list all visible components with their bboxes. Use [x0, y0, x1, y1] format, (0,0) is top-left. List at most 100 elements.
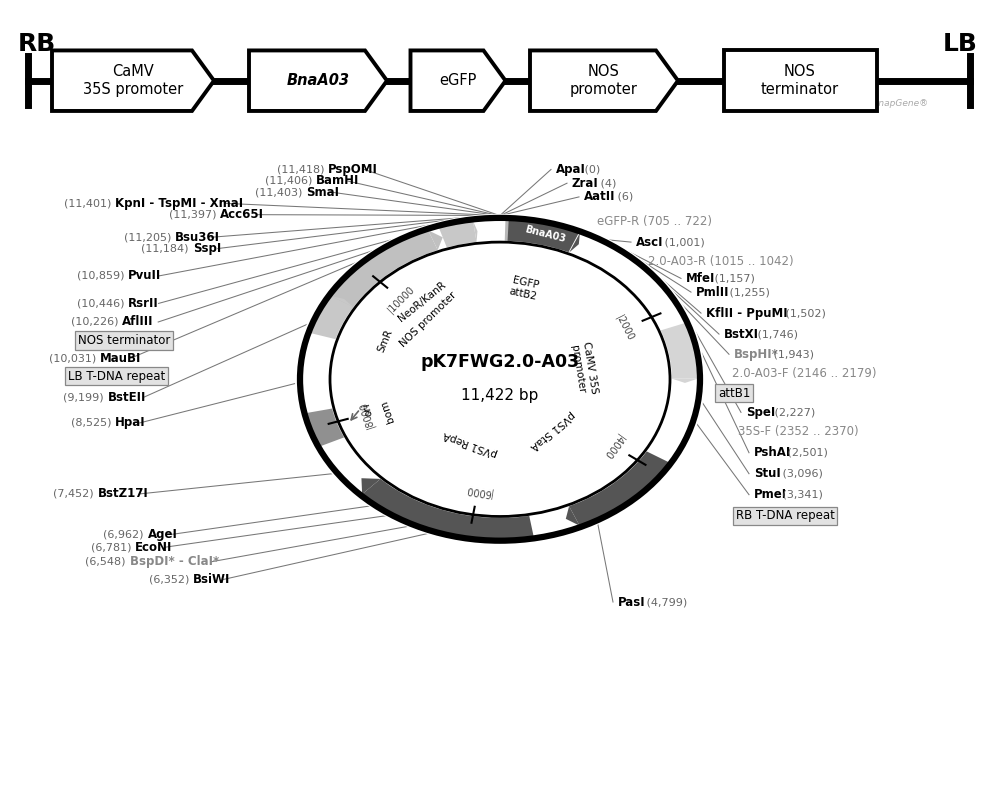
- Text: (11,401): (11,401): [64, 199, 111, 208]
- Text: PvuII: PvuII: [128, 270, 161, 282]
- Text: 2.0-A03-R (1015 .. 1042): 2.0-A03-R (1015 .. 1042): [648, 255, 794, 268]
- Text: 11,422 bp: 11,422 bp: [461, 388, 539, 403]
- Bar: [724, 50, 876, 111]
- Text: (9,199): (9,199): [63, 392, 104, 402]
- Polygon shape: [310, 296, 353, 339]
- Text: BamHI: BamHI: [316, 174, 359, 187]
- Text: BsiWI: BsiWI: [193, 573, 230, 586]
- Text: MfeI: MfeI: [686, 272, 715, 285]
- Text: eGFP: eGFP: [439, 73, 477, 88]
- Text: pVS1 RepA: pVS1 RepA: [442, 429, 499, 458]
- Text: BnaA03: BnaA03: [287, 73, 350, 88]
- Text: PshAI: PshAI: [754, 446, 791, 459]
- Text: MauBI: MauBI: [100, 352, 141, 365]
- Polygon shape: [569, 451, 669, 525]
- Text: (7,452): (7,452): [53, 489, 94, 499]
- Text: eGFP-R (705 .. 722): eGFP-R (705 .. 722): [597, 215, 712, 228]
- Polygon shape: [566, 506, 580, 525]
- Polygon shape: [306, 408, 344, 446]
- Text: SpeI: SpeI: [746, 406, 775, 419]
- Text: pVS1 StaA: pVS1 StaA: [528, 408, 576, 451]
- Text: PmlII: PmlII: [696, 286, 730, 299]
- Text: BstEII: BstEII: [108, 391, 146, 404]
- Text: BstZ17I: BstZ17I: [98, 487, 149, 500]
- Text: EGFP
attB2: EGFP attB2: [508, 274, 541, 302]
- Text: 35S-F (2352 .. 2370): 35S-F (2352 .. 2370): [738, 425, 859, 438]
- Text: (6,352): (6,352): [149, 575, 189, 584]
- Text: StuI: StuI: [754, 467, 781, 480]
- Text: ZraI: ZraI: [572, 177, 599, 190]
- Text: (1,746): (1,746): [755, 329, 798, 339]
- Text: |6000: |6000: [463, 483, 492, 498]
- Text: (2,227): (2,227): [771, 408, 815, 417]
- Text: ApaI: ApaI: [556, 163, 586, 176]
- Text: CaMV 35S
promoter: CaMV 35S promoter: [569, 341, 599, 396]
- Text: BspDI* - ClaI*: BspDI* - ClaI*: [130, 555, 219, 568]
- Text: (4): (4): [597, 178, 616, 188]
- Text: (11,418): (11,418): [276, 165, 324, 174]
- Text: Acc65I: Acc65I: [220, 208, 264, 221]
- Circle shape: [295, 214, 705, 545]
- Polygon shape: [439, 221, 477, 248]
- Text: attB1: attB1: [718, 387, 750, 399]
- Polygon shape: [327, 230, 438, 312]
- Polygon shape: [428, 230, 443, 250]
- Text: |10000: |10000: [386, 283, 417, 315]
- Text: (10,859): (10,859): [76, 271, 124, 281]
- Polygon shape: [362, 479, 534, 539]
- Text: PasI: PasI: [618, 596, 646, 608]
- Text: AscI: AscI: [636, 236, 664, 249]
- Text: (11,403): (11,403): [255, 187, 302, 197]
- Text: bom: bom: [379, 398, 396, 424]
- Text: (11,205): (11,205): [124, 232, 171, 242]
- Text: AatII: AatII: [584, 190, 616, 203]
- Polygon shape: [249, 50, 387, 111]
- Text: (6,962): (6,962): [104, 529, 144, 539]
- Text: EcoNI: EcoNI: [135, 541, 172, 554]
- Polygon shape: [411, 50, 506, 111]
- Text: Bsu36I: Bsu36I: [175, 231, 220, 244]
- Polygon shape: [52, 50, 214, 111]
- Polygon shape: [672, 378, 698, 383]
- Text: (1,943): (1,943): [770, 349, 814, 359]
- Text: (4,799): (4,799): [643, 597, 687, 607]
- Text: NOS terminator: NOS terminator: [78, 334, 170, 347]
- Text: AflIII: AflIII: [122, 316, 154, 328]
- Text: SmR: SmR: [376, 328, 395, 353]
- Text: (1,502): (1,502): [782, 308, 826, 318]
- Text: HpaI: HpaI: [115, 416, 146, 429]
- Polygon shape: [530, 50, 678, 111]
- Text: (2,501): (2,501): [784, 448, 828, 458]
- Text: (0): (0): [581, 165, 600, 174]
- Text: (6): (6): [614, 192, 634, 202]
- Polygon shape: [661, 323, 698, 378]
- Text: (11,397): (11,397): [168, 210, 216, 220]
- Polygon shape: [505, 220, 571, 250]
- Text: (3,096): (3,096): [779, 469, 823, 479]
- Text: (1,255): (1,255): [726, 287, 770, 297]
- Polygon shape: [331, 296, 353, 307]
- Text: SspI: SspI: [193, 242, 221, 255]
- Text: BnaA03: BnaA03: [524, 224, 567, 245]
- Text: Created with SnapGene®: Created with SnapGene®: [812, 98, 928, 108]
- Polygon shape: [473, 221, 477, 242]
- Text: (1,001): (1,001): [661, 237, 705, 247]
- Text: LB T-DNA repeat: LB T-DNA repeat: [68, 370, 165, 383]
- Text: RB T-DNA repeat: RB T-DNA repeat: [736, 509, 835, 522]
- Polygon shape: [361, 479, 380, 494]
- Text: LB: LB: [943, 32, 978, 56]
- Text: SmaI: SmaI: [306, 186, 339, 199]
- Text: AgeI: AgeI: [148, 528, 178, 541]
- Polygon shape: [508, 220, 579, 252]
- Text: KpnI - TspMI - XmaI: KpnI - TspMI - XmaI: [115, 197, 243, 210]
- Text: (10,226): (10,226): [70, 317, 118, 327]
- Polygon shape: [563, 230, 572, 250]
- Text: 2.0-A03-F (2146 .. 2179): 2.0-A03-F (2146 .. 2179): [732, 367, 876, 380]
- Text: KflII - PpuMI: KflII - PpuMI: [706, 307, 788, 320]
- Text: (3,341): (3,341): [779, 490, 823, 500]
- Text: (6,781): (6,781): [90, 542, 131, 552]
- Text: NOS promoter: NOS promoter: [398, 290, 458, 349]
- Text: (6,548): (6,548): [86, 557, 126, 567]
- Text: (8,525): (8,525): [70, 418, 111, 428]
- Text: (1,157): (1,157): [711, 274, 755, 283]
